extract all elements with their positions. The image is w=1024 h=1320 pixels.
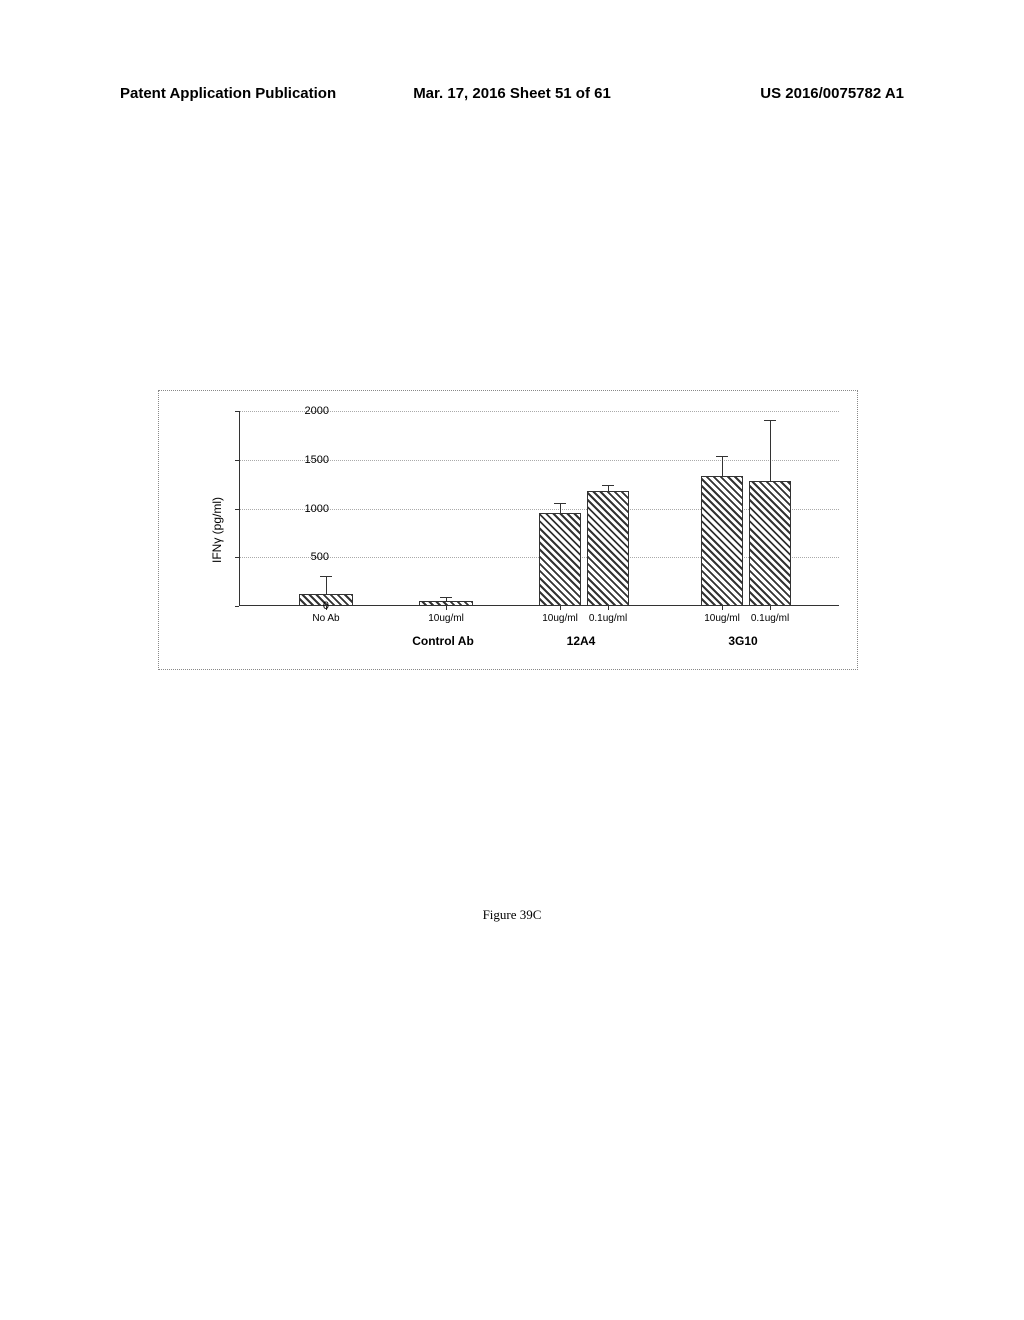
chart-bar (749, 481, 791, 606)
error-bar (608, 486, 609, 491)
error-cap (716, 456, 728, 457)
figure-caption: Figure 39C (483, 907, 542, 923)
y-axis-title: IFNγ (pg/ml) (210, 497, 224, 563)
error-bar (722, 457, 723, 477)
error-bar (560, 504, 561, 514)
x-tick (608, 606, 609, 610)
header-center: Mar. 17, 2016 Sheet 51 of 61 (413, 85, 611, 102)
header-right: US 2016/0075782 A1 (760, 85, 904, 102)
x-tick (446, 606, 447, 610)
page-header: Patent Application Publication Mar. 17, … (0, 85, 1024, 102)
x-tick-label: 0.1ug/ml (751, 613, 789, 624)
y-tick-label: 1000 (289, 503, 329, 515)
group-label: Control Ab (412, 634, 474, 648)
y-tick (235, 606, 239, 607)
plot-area (239, 411, 839, 606)
x-tick-label: 10ug/ml (428, 613, 464, 624)
error-cap (320, 576, 332, 577)
error-bar (770, 421, 771, 481)
x-tick (560, 606, 561, 610)
chart-bar (539, 513, 581, 606)
group-label: 12A4 (567, 634, 596, 648)
error-cap (602, 485, 614, 486)
gridline (239, 411, 839, 412)
x-tick-label: 10ug/ml (542, 613, 578, 624)
y-tick-label: 1500 (289, 454, 329, 466)
y-axis (239, 411, 240, 606)
error-bar (326, 577, 327, 595)
chart-bar (587, 491, 629, 606)
error-bar (446, 598, 447, 601)
x-tick-label: 10ug/ml (704, 613, 740, 624)
y-tick-label: 0 (289, 600, 329, 612)
error-cap (764, 420, 776, 421)
x-tick (770, 606, 771, 610)
group-label: 3G10 (728, 634, 757, 648)
x-tick (722, 606, 723, 610)
bar-chart: IFNγ (pg/ml) 0 500 1000 1500 2000 No Ab 10ug/m… (158, 390, 858, 670)
chart-bar (701, 476, 743, 606)
x-tick-label: No Ab (312, 613, 339, 624)
y-tick-label: 500 (289, 551, 329, 563)
error-cap (554, 503, 566, 504)
gridline (239, 460, 839, 461)
header-left: Patent Application Publication (120, 85, 336, 102)
error-cap (440, 597, 452, 598)
y-tick-label: 2000 (289, 405, 329, 417)
x-tick-label: 0.1ug/ml (589, 613, 627, 624)
